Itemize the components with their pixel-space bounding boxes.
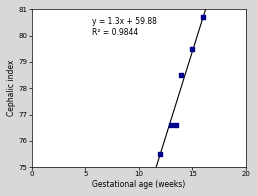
Point — [201, 16, 205, 19]
Point — [158, 152, 162, 156]
X-axis label: Gestational age (weeks): Gestational age (weeks) — [92, 180, 185, 189]
Point — [169, 123, 173, 127]
Point — [179, 74, 183, 77]
Text: y = 1.3x + 59.88
R² = 0.9844: y = 1.3x + 59.88 R² = 0.9844 — [92, 17, 157, 37]
Y-axis label: Cephalic index: Cephalic index — [7, 60, 16, 116]
Point — [190, 47, 194, 50]
Point — [174, 123, 178, 127]
